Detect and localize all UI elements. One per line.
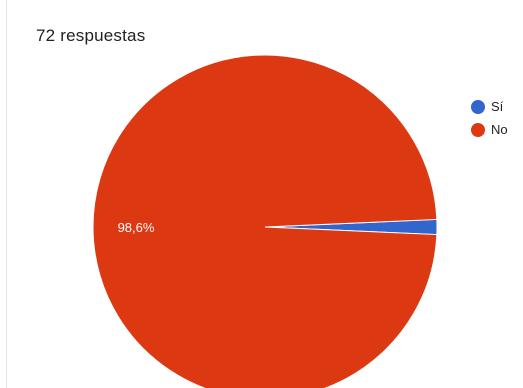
legend-item: No — [471, 118, 508, 141]
legend-label: Sí — [491, 99, 504, 114]
pie-data-label: 98,6% — [118, 220, 155, 235]
legend-swatch-icon — [471, 99, 485, 114]
pie-slice-no — [92, 54, 438, 388]
legend-swatch-icon — [471, 122, 485, 137]
card-divider — [6, 0, 7, 388]
response-count-label: 72 respuestas — [36, 26, 146, 45]
legend-item: Sí — [471, 95, 508, 118]
chart-legend: Sí No — [471, 95, 508, 141]
legend-label: No — [491, 122, 508, 137]
